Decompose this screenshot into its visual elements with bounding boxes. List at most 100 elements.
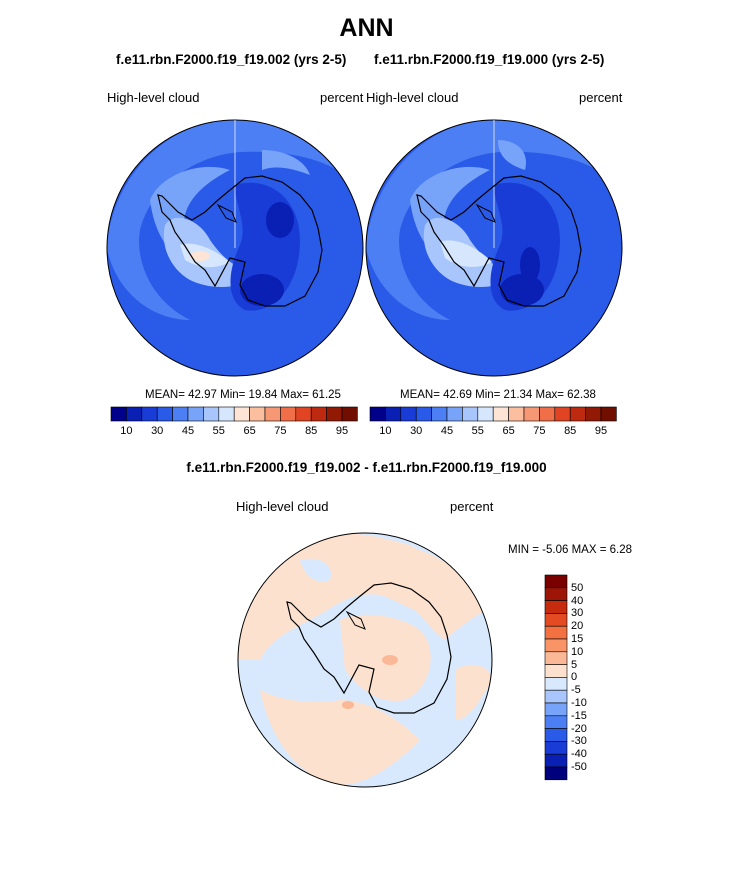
right-variable-label: High-level cloud — [366, 90, 459, 105]
colorbar-swatch — [446, 406, 463, 422]
colorbar-swatch — [431, 406, 448, 422]
colorbar-swatch — [544, 613, 568, 627]
colorbar-swatch — [569, 406, 586, 422]
colorbar-tick-label: 15 — [571, 633, 584, 645]
colorbar-swatch — [172, 406, 189, 422]
colorbar-tick-label: 45 — [181, 425, 195, 437]
colorbar-swatch — [544, 587, 568, 601]
colorbar-swatch — [544, 574, 568, 589]
colorbar-difference — [544, 574, 568, 781]
figure-title: ANN — [339, 14, 394, 42]
colorbar-swatch — [295, 406, 312, 422]
colorbar-swatch — [462, 406, 479, 422]
difference-variable-label: High-level cloud — [236, 499, 329, 514]
colorbar-tick-label: 10 — [120, 425, 133, 437]
colorbar-swatch — [126, 406, 143, 422]
colorbar-swatch — [585, 406, 602, 422]
colorbar-tick-label: -10 — [571, 697, 587, 709]
colorbar-swatch — [554, 406, 571, 422]
colorbar-swatch — [141, 406, 158, 422]
colorbar-tick-label: 95 — [335, 425, 349, 437]
colorbar-swatch — [326, 406, 343, 422]
colorbar-right — [369, 406, 617, 422]
map-difference — [238, 533, 492, 787]
colorbar-left — [110, 406, 358, 422]
colorbar-swatch — [544, 715, 568, 729]
colorbar-swatch — [508, 406, 525, 422]
colorbar-swatch — [156, 406, 173, 422]
colorbar-tick-label: -30 — [571, 735, 587, 748]
difference-minmax: MIN = -5.06 MAX = 6.28 — [508, 544, 633, 556]
colorbar-swatch — [544, 689, 568, 704]
coastline-difference — [286, 582, 452, 714]
colorbar-swatch — [523, 406, 540, 422]
colorbar-tick-label: -20 — [571, 722, 587, 735]
colorbar-tick-label: 45 — [440, 425, 454, 437]
right-units-label: percent — [579, 90, 623, 105]
colorbar-swatch — [544, 651, 568, 665]
colorbar-swatch — [415, 406, 432, 422]
colorbar-swatch — [341, 406, 358, 422]
colorbar-tick-label: 10 — [379, 425, 392, 437]
colorbar-swatch — [280, 406, 297, 422]
colorbar-tick-label: 30 — [571, 607, 584, 620]
colorbar-swatch — [369, 406, 386, 422]
colorbar-swatch — [544, 677, 568, 691]
colorbar-swatch — [600, 406, 617, 422]
colorbar-tick-label: 95 — [594, 425, 608, 437]
left-units-label: percent — [320, 90, 364, 105]
colorbar-tick-label: 85 — [564, 425, 577, 437]
colorbar-tick-label: 55 — [212, 425, 225, 437]
colorbar-swatch — [544, 600, 568, 614]
colorbar-tick-label: 75 — [274, 425, 287, 437]
colorbar-tick-label: 30 — [410, 425, 423, 437]
left-case-title: f.e11.rbn.F2000.f19_f19.002 (yrs 2-5) — [116, 52, 347, 67]
colorbar-tick-label: 55 — [471, 425, 484, 437]
colorbar-tick-label: 5 — [571, 658, 578, 671]
colorbar-tick-label: 10 — [571, 645, 584, 658]
colorbar-swatch — [544, 638, 568, 653]
colorbar-tick-label: 20 — [571, 620, 584, 633]
colorbar-tick-label: 50 — [571, 581, 584, 594]
colorbar-swatch — [203, 406, 220, 422]
colorbar-tick-label: -5 — [571, 684, 581, 697]
colorbar-tick-label: 75 — [533, 425, 546, 437]
right-stats: MEAN= 42.69 Min= 21.34 Max= 62.38 — [400, 389, 596, 401]
right-case-title: f.e11.rbn.F2000.f19_f19.000 (yrs 2-5) — [374, 52, 605, 67]
colorbar-swatch — [477, 406, 494, 422]
colorbar-tick-label: 30 — [151, 425, 164, 437]
colorbar-swatch — [544, 702, 568, 717]
colorbar-swatch — [544, 766, 568, 781]
colorbar-swatch — [544, 625, 568, 640]
colorbar-swatch — [544, 728, 568, 742]
colorbar-swatch — [544, 741, 568, 755]
colorbar-swatch — [110, 406, 127, 422]
colorbar-tick-label: -50 — [571, 761, 587, 773]
colorbar-swatch — [233, 406, 250, 422]
colorbar-swatch — [249, 406, 266, 422]
colorbar-tick-label: 40 — [571, 594, 584, 607]
coastline-right — [416, 175, 582, 307]
colorbar-swatch — [492, 406, 509, 422]
colorbar-swatch — [264, 406, 281, 422]
left-variable-label: High-level cloud — [107, 90, 200, 105]
colorbar-tick-label: 65 — [502, 425, 515, 437]
colorbar-swatch — [385, 406, 402, 422]
colorbar-swatch — [544, 753, 568, 768]
coastline-left — [157, 175, 323, 307]
colorbar-swatch — [539, 406, 556, 422]
colorbar-swatch — [218, 406, 235, 422]
colorbar-swatch — [310, 406, 327, 422]
colorbar-tick-label: 65 — [243, 425, 256, 437]
colorbar-tick-label: 85 — [305, 425, 318, 437]
difference-title: f.e11.rbn.F2000.f19_f19.002 - f.e11.rbn.… — [186, 460, 547, 475]
colorbar-tick-label: 0 — [571, 671, 578, 684]
colorbar-swatch — [400, 406, 417, 422]
difference-units-label: percent — [450, 499, 494, 514]
left-stats: MEAN= 42.97 Min= 19.84 Max= 61.25 — [145, 389, 341, 401]
colorbar-tick-label: -15 — [571, 709, 587, 722]
colorbar-swatch — [544, 664, 568, 678]
colorbar-swatch — [187, 406, 204, 422]
colorbar-tick-label: -40 — [571, 748, 587, 761]
